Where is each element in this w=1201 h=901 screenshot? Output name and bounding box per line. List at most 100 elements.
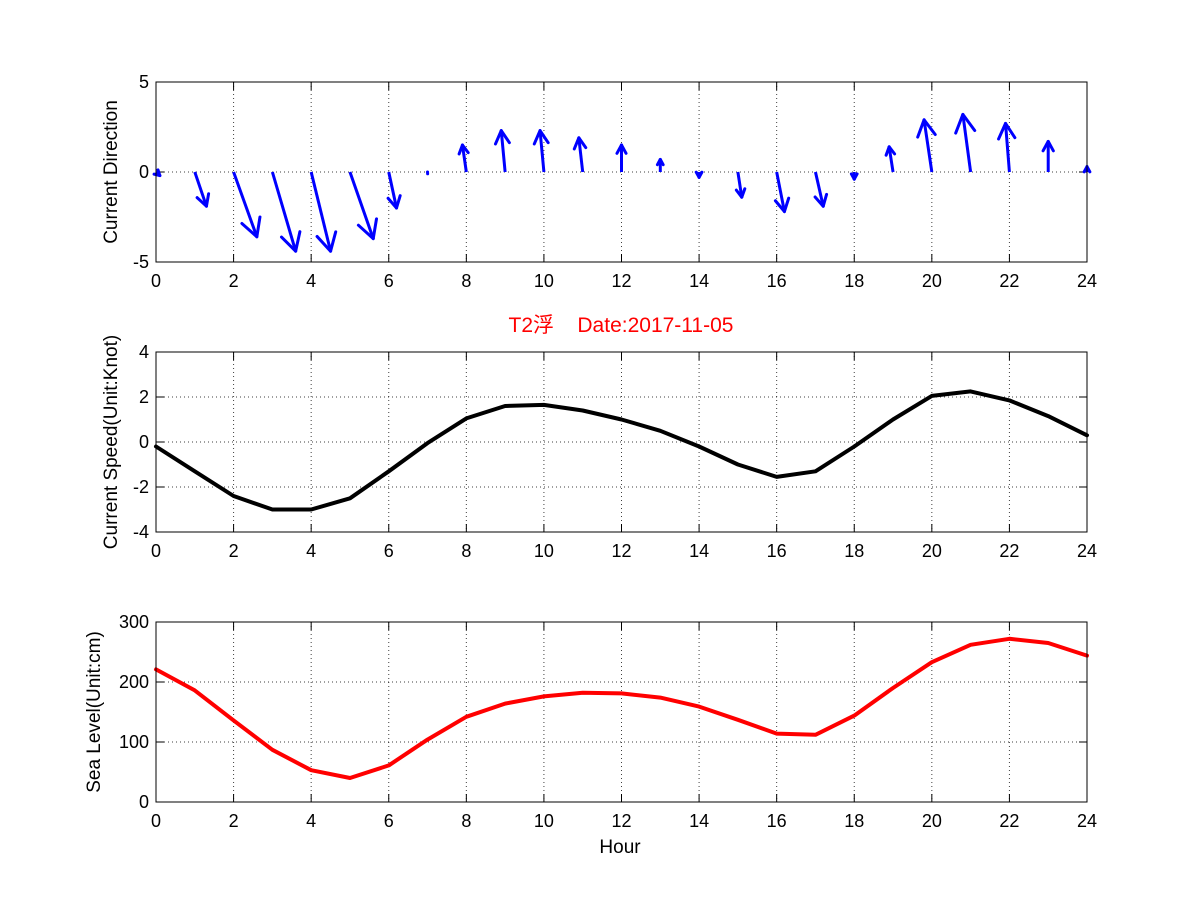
direction-arrow — [309, 171, 338, 253]
current-speed-line — [154, 389, 1089, 512]
direction-arrow — [457, 143, 470, 173]
x-tick-label: 4 — [306, 811, 316, 831]
x-tick-label: 10 — [534, 811, 554, 831]
y-tick-label: 0 — [139, 432, 149, 452]
direction-arrow-head — [997, 121, 1008, 141]
direction-arrow-head — [371, 217, 378, 241]
x-tick-label: 22 — [999, 541, 1019, 561]
direction-arrow-head — [532, 129, 542, 146]
direction-arrow-head — [615, 143, 623, 155]
x-tick-label: 14 — [689, 271, 709, 291]
y-tick-label: 100 — [119, 732, 149, 752]
direction-arrow-shaft — [387, 171, 398, 209]
direction-arrow-head — [195, 196, 208, 208]
y-tick-label: 2 — [139, 387, 149, 407]
axes-frame — [155, 621, 1088, 803]
direction-arrow-shaft — [813, 171, 825, 207]
current-direction-ylabel: Current Direction — [101, 100, 122, 244]
direction-arrow-head — [255, 215, 262, 239]
axes-frame — [155, 81, 1088, 263]
x-tick-label: 2 — [229, 811, 239, 831]
x-tick-label: 16 — [767, 811, 787, 831]
chart-title: T2浮 Date:2017-11-05 — [509, 314, 734, 337]
direction-arrow-head — [813, 195, 825, 208]
direction-arrow — [884, 145, 897, 173]
y-tick-label: 200 — [119, 672, 149, 692]
x-tick-label: 24 — [1077, 541, 1097, 561]
x-tick-label: 12 — [611, 541, 631, 561]
direction-arrow — [615, 143, 628, 172]
direction-arrow-shaft — [270, 171, 298, 252]
direction-arrow-head — [577, 136, 588, 150]
x-tick-label: 16 — [767, 541, 787, 561]
y-tick-label: -4 — [133, 522, 149, 542]
direction-arrow — [572, 136, 588, 173]
x-tick-label: 18 — [844, 541, 864, 561]
direction-arrow — [954, 112, 977, 173]
x-tick-label: 0 — [151, 811, 161, 831]
x-tick-label: 18 — [844, 811, 864, 831]
direction-arrow-head — [493, 129, 503, 146]
x-tick-label: 6 — [384, 541, 394, 561]
direction-arrow-shaft — [460, 144, 468, 173]
direction-arrow-head — [356, 223, 375, 241]
x-tick-label: 14 — [689, 811, 709, 831]
y-tick-label: 4 — [139, 342, 149, 362]
direction-arrow-head — [240, 222, 259, 239]
direction-arrow-head — [655, 157, 662, 167]
y-tick-label: 0 — [139, 162, 149, 182]
direction-arrow-head — [821, 192, 829, 208]
direction-arrow-shaft — [538, 130, 546, 173]
x-tick-label: 8 — [461, 811, 471, 831]
x-tick-label: 22 — [999, 271, 1019, 291]
direction-arrow-head — [457, 143, 464, 156]
direction-arrow-shaft — [736, 171, 744, 198]
sea-level-panel: Sea Level(Unit:cm) Hour 0 2 4 6 8 10 12 14 16 18 2… — [84, 612, 1097, 858]
direction-arrow-head — [697, 170, 704, 179]
direction-arrow-head — [204, 192, 211, 208]
direction-arrow-head — [1004, 121, 1017, 140]
x-tick-label: 16 — [767, 271, 787, 291]
direction-arrow — [532, 129, 550, 173]
x-tick-label: 2 — [229, 541, 239, 561]
axes-frame — [155, 351, 1088, 533]
direction-arrow — [270, 171, 302, 253]
x-tick-label: 0 — [151, 541, 161, 561]
direction-arrow — [734, 171, 747, 199]
direction-arrow — [348, 171, 378, 241]
current-speed-ylabel: Current Speed(Unit:Knot) — [101, 335, 122, 549]
direction-arrow-head — [572, 136, 581, 151]
direction-arrow — [493, 129, 511, 173]
x-tick-label: 20 — [922, 811, 942, 831]
direction-arrow-head — [294, 230, 302, 253]
x-tick-label: 8 — [461, 541, 471, 561]
x-tick-label: 20 — [922, 271, 942, 291]
direction-arrow-head — [782, 196, 791, 214]
direction-arrow — [1041, 139, 1055, 172]
sea-level-line — [154, 636, 1089, 780]
direction-arrow-head — [884, 145, 891, 157]
x-tick-label: 10 — [534, 271, 554, 291]
direction-arrow-head — [395, 194, 402, 210]
x-tick-label: 6 — [384, 811, 394, 831]
direction-arrow-head — [773, 199, 786, 214]
direction-arrow-head — [954, 112, 965, 135]
y-tick-label: 5 — [139, 72, 149, 92]
sea-level-ylabel: Sea Level(Unit:cm) — [84, 631, 105, 793]
direction-arrow-shaft — [232, 171, 259, 238]
direction-arrow-shaft — [775, 171, 786, 212]
direction-arrow-head — [329, 230, 338, 253]
direction-arrow-head — [1041, 139, 1050, 153]
direction-arrow — [193, 171, 211, 208]
direction-arrow-head — [315, 234, 333, 253]
x-tick-label: 24 — [1077, 811, 1097, 831]
x-tick-label: 12 — [611, 271, 631, 291]
direction-arrow-shaft — [961, 114, 973, 173]
y-tick-label: 0 — [139, 792, 149, 812]
x-tick-label: 4 — [306, 541, 316, 561]
direction-arrow-shaft — [193, 171, 208, 207]
direction-arrow-head — [538, 129, 550, 145]
direction-arrow-shaft — [348, 171, 375, 240]
